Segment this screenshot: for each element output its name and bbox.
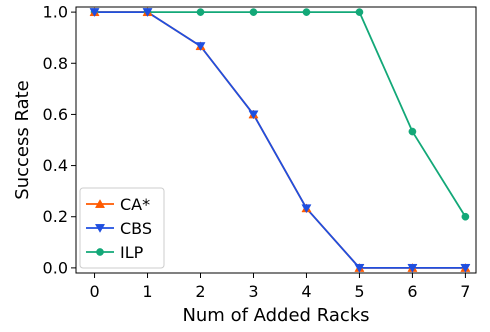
legend-box: [79, 187, 165, 269]
x-tick-label: 7: [460, 282, 470, 301]
data-point-cbs: [460, 263, 471, 273]
y-tick-label: 0.8: [43, 54, 68, 73]
data-point-cbs: [407, 263, 418, 273]
y-tick-label: 0.6: [43, 105, 68, 124]
y-axis-label: Success Rate: [12, 80, 33, 199]
legend-label-ca: CA*: [120, 195, 150, 214]
x-tick-label: 2: [195, 282, 205, 301]
series-lines-layer: [94, 11, 467, 269]
legend-label-ilp: ILP: [120, 243, 144, 262]
data-point-cbs: [354, 263, 365, 273]
data-point-ilp: [355, 8, 364, 16]
x-tick-label: 1: [142, 282, 152, 301]
data-point-cbs: [142, 8, 153, 17]
y-tick-label: 1.0: [43, 3, 68, 22]
x-tick-label: 5: [354, 282, 364, 301]
data-point-cbs: [89, 8, 100, 17]
series-line-ilp: [94, 11, 467, 218]
y-tick-label: 0.2: [43, 207, 68, 226]
x-tick-label: 0: [89, 282, 99, 301]
series-line-cbs: [94, 11, 466, 269]
series-markers-layer: [89, 7, 471, 273]
data-point-ilp: [302, 8, 311, 16]
data-point-ilp: [408, 127, 417, 136]
legend-marker-ca: [94, 199, 106, 208]
data-point-cbs: [248, 110, 259, 120]
legend: CA* CBS ILP: [79, 187, 165, 269]
legend-marker-ilp: [96, 248, 104, 256]
x-axis-ticks: 0 1 2 3 4 5 6 7: [89, 273, 470, 301]
x-tick-label: 3: [248, 282, 258, 301]
x-tick-label: 4: [301, 282, 311, 301]
data-point-ilp: [196, 8, 205, 16]
x-tick-label: 6: [407, 282, 417, 301]
data-point-cbs: [195, 42, 206, 52]
y-tick-label: 0.0: [43, 258, 68, 277]
legend-marker-cbs: [94, 224, 106, 233]
y-tick-label: 0.4: [43, 156, 68, 175]
plot-frame: [75, 6, 477, 274]
legend-label-cbs: CBS: [120, 219, 152, 238]
data-point-ilp: [461, 212, 470, 221]
y-axis-ticks: 0.0 0.2 0.4 0.6 0.8 1.0: [43, 3, 76, 277]
data-point-ilp: [249, 8, 258, 16]
x-axis-label: Num of Added Racks: [182, 305, 369, 326]
data-point-cbs: [301, 204, 312, 214]
